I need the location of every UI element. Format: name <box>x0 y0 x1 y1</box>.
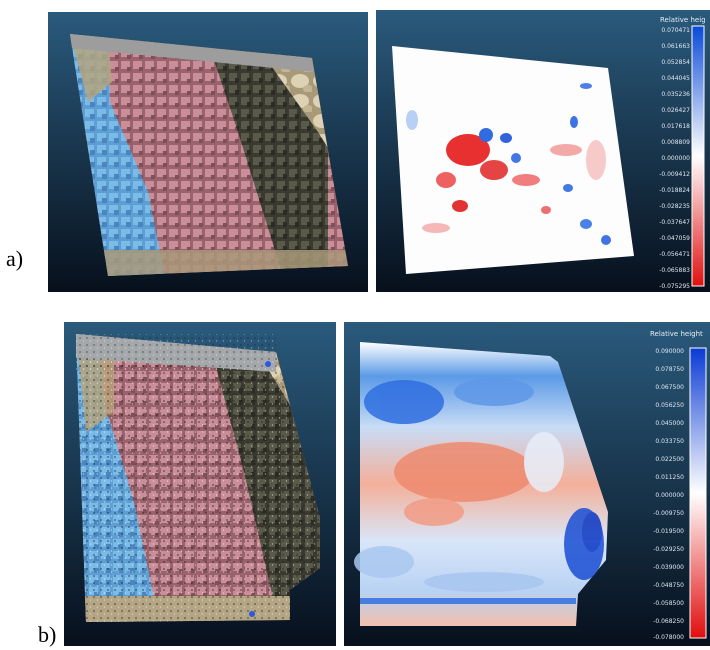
legend-tick: 0.008809 <box>661 139 690 146</box>
legend-tick: 0.090000 <box>655 348 684 355</box>
legend-tick: -0.058500 <box>653 600 684 607</box>
legend-tick: -0.009750 <box>653 510 684 517</box>
legend-tick: 0.033750 <box>655 438 684 445</box>
legend-tick: -0.047059 <box>659 235 690 242</box>
legend-title-a: Relative heig <box>660 16 706 24</box>
legend-tick: -0.028235 <box>659 203 690 210</box>
legend-tick: -0.018824 <box>659 187 690 194</box>
point-cloud-texture-b <box>64 322 336 646</box>
legend-tick: -0.068250 <box>653 618 684 625</box>
legend-tick: 0.022500 <box>655 456 684 463</box>
legend-tick: 0.026427 <box>661 107 690 114</box>
legend-tick: 0.061663 <box>661 43 690 50</box>
legend-tick: 0.044045 <box>661 75 690 82</box>
height-map-a: Relative heig 0.070471 0.061663 0.052854… <box>376 10 710 292</box>
legend-tick: 0.000000 <box>655 492 684 499</box>
legend-tick: -0.065883 <box>659 267 690 274</box>
label-b: b) <box>38 622 57 647</box>
legend-tick: -0.039000 <box>653 564 684 571</box>
legend-tick: -0.075295 <box>659 283 690 290</box>
height-map-b: Relative height 0.090000 0.078750 0.0675… <box>344 322 710 646</box>
legend-tick: -0.029250 <box>653 546 684 553</box>
legend-tick: -0.056471 <box>659 251 690 258</box>
legend-tick: 0.000000 <box>661 155 690 162</box>
legend-tick: 0.017618 <box>661 123 690 130</box>
legend-title-b: Relative height <box>650 330 703 338</box>
legend-tick: 0.078750 <box>655 366 684 373</box>
legend-tick: 0.035236 <box>661 91 690 98</box>
legend-tick: -0.048750 <box>653 582 684 589</box>
legend-tick: -0.009412 <box>659 171 690 178</box>
legend-tick: -0.019500 <box>653 528 684 535</box>
point-cloud-texture-a <box>48 12 368 292</box>
legend-tick: -0.037647 <box>659 219 690 226</box>
legend-tick: 0.056250 <box>655 402 684 409</box>
legend-tick: -0.078000 <box>653 634 684 641</box>
legend-tick: 0.011250 <box>655 474 684 481</box>
legend-tick: 0.070471 <box>661 27 690 34</box>
legend-tick: 0.045000 <box>655 420 684 427</box>
label-a: a) <box>6 246 24 271</box>
legend-tick: 0.067500 <box>655 384 684 391</box>
legend-tick: 0.052854 <box>661 59 690 66</box>
